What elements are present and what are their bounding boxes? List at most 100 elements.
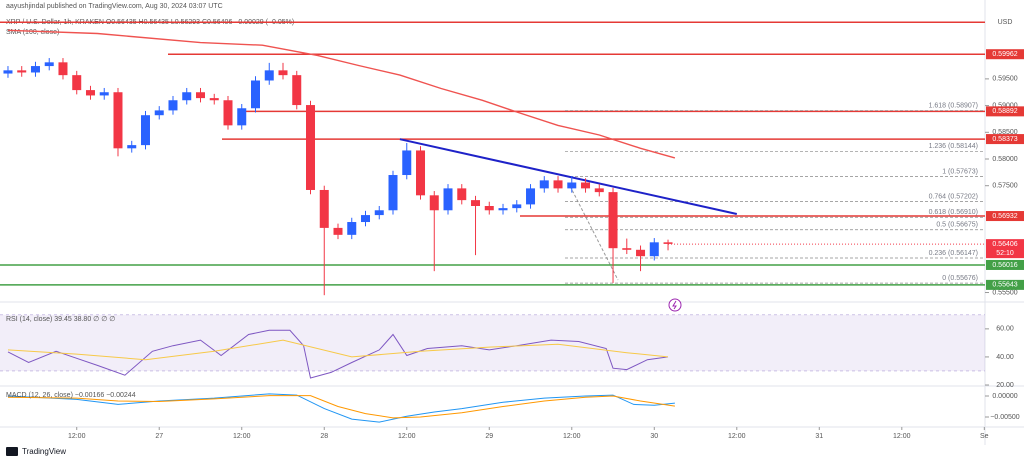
candle-body: [402, 150, 412, 176]
x-tick-label: 31: [815, 433, 823, 440]
candle-body: [471, 200, 481, 206]
candle-body: [443, 188, 453, 211]
macd-line: [7, 393, 675, 423]
fib-label: 0.5 (0.56675): [936, 222, 978, 229]
candle-body: [58, 62, 68, 76]
candle-body: [374, 210, 384, 216]
y-tick-label: 0.58000: [992, 156, 1017, 163]
level-price-label: 0.56932: [992, 213, 1017, 220]
trend-line: [399, 138, 738, 215]
level-price-label: 0.59962: [992, 51, 1017, 58]
x-tick-label: 12:00: [563, 433, 581, 440]
y-tick-label: 0.58500: [992, 129, 1017, 136]
candle-body: [608, 192, 618, 249]
last-price-label: 0.56406: [992, 241, 1017, 248]
candle-body: [17, 70, 27, 73]
x-tick-label: 12:00: [398, 433, 416, 440]
level-price-label: 0.56016: [992, 262, 1017, 269]
candle-body: [140, 115, 150, 146]
level-price-label: 0.58373: [992, 136, 1017, 143]
brand-logo: [6, 447, 18, 456]
x-tick-label: 28: [320, 433, 328, 440]
rsi-band: [0, 314, 985, 371]
candle-body: [44, 62, 54, 67]
candle-body: [539, 180, 549, 189]
macd-y-tick-label: 0.00000: [992, 393, 1017, 400]
candle-body: [278, 70, 288, 76]
fib-label: 1.236 (0.58144): [929, 143, 978, 150]
candle-body: [195, 92, 205, 99]
candle-body: [113, 92, 123, 149]
fib-label: 0.236 (0.56147): [929, 250, 978, 257]
candle-body: [498, 208, 508, 211]
candle-body: [636, 249, 646, 257]
candle-body: [526, 188, 536, 205]
candle-body: [333, 227, 343, 235]
candle-body: [250, 80, 260, 109]
candle-body: [484, 206, 494, 211]
level-price-box: [986, 134, 1024, 145]
x-tick-label: 29: [485, 433, 493, 440]
fib-label: 1.618 (0.58907): [929, 102, 978, 109]
candle-body: [99, 92, 109, 96]
event-icon-bolt: [672, 300, 677, 310]
candle-body: [72, 75, 82, 91]
candle-body: [3, 70, 13, 74]
candle-body: [512, 204, 522, 209]
level-price-label: 0.58892: [992, 108, 1017, 115]
candle-body: [168, 100, 178, 111]
x-tick-label: 12:00: [233, 433, 251, 440]
candle-body: [581, 182, 591, 189]
candle-body: [622, 248, 632, 250]
level-price-box: [986, 279, 1024, 290]
y-tick-label: 0.59000: [992, 102, 1017, 109]
fib-label: 0.618 (0.56910): [929, 209, 978, 216]
countdown-label: 52:10: [996, 250, 1014, 257]
rsi-y-tick-label: 60.00: [996, 326, 1014, 333]
candle-body: [223, 100, 233, 126]
brand: TradingView: [6, 447, 66, 456]
brand-name: TradingView: [22, 447, 66, 456]
x-tick-label: 30: [650, 433, 658, 440]
x-tick-label: 12:00: [728, 433, 746, 440]
sma-label: SMA (100, close): [6, 29, 59, 36]
fib-label: 1 (0.57673): [942, 168, 978, 175]
y-tick-label: 0.57500: [992, 183, 1017, 190]
candle-body: [85, 90, 95, 96]
candle-body: [663, 242, 673, 244]
currency: USD: [998, 19, 1013, 26]
rsi-ma-line: [7, 339, 669, 361]
event-icon[interactable]: [668, 298, 682, 312]
publisher-line: aayushjindal published on TradingView.co…: [6, 3, 223, 10]
rsi-header: RSI (14, close) 39.45 38.80 ∅ ∅ ∅: [6, 316, 115, 323]
candle-body: [649, 242, 659, 257]
candle-body: [416, 150, 426, 196]
macd-y-tick-label: −0.00500: [990, 414, 1019, 421]
candle-body: [457, 188, 467, 201]
y-tick-label: 0.59500: [992, 76, 1017, 83]
candle-body: [237, 108, 247, 126]
level-price-box: [986, 259, 1024, 270]
x-tick-label: 27: [155, 433, 163, 440]
candle-body: [182, 92, 192, 101]
sma-line: [7, 29, 676, 159]
candle-body: [319, 189, 329, 228]
candle-body: [306, 105, 316, 190]
level-price-box: [986, 106, 1024, 117]
fib-label: 0.764 (0.57202): [929, 193, 978, 200]
candle-body: [127, 145, 137, 149]
candle-body: [361, 215, 371, 223]
rsi-y-tick-label: 20.00: [996, 382, 1014, 389]
macd-signal-line: [7, 395, 675, 419]
candle-body: [292, 75, 302, 106]
candle-body: [567, 182, 577, 189]
macd-header: MACD (12, 26, close) −0.00166 −0.00244: [6, 392, 136, 399]
fib-label: 0 (0.55676): [942, 275, 978, 282]
candle-body: [347, 222, 357, 235]
level-price-box: [986, 49, 1024, 60]
y-tick-label: 0.55500: [992, 289, 1017, 296]
rsi-y-tick-label: 40.00: [996, 354, 1014, 361]
level-price-box: [986, 211, 1024, 222]
